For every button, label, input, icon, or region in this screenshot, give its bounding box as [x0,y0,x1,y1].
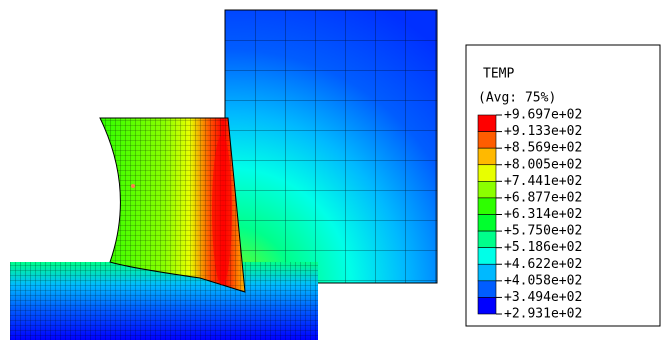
legend-label: +7.441e+02 [504,174,582,189]
legend-box [465,44,661,327]
legend-label: +4.058e+02 [504,273,582,288]
legend-swatch [477,181,497,199]
legend-label: +6.877e+02 [504,190,582,205]
legend-swatch [477,263,497,282]
legend-swatch [477,197,497,215]
legend-label: +6.314e+02 [504,207,582,222]
legend-label: +8.005e+02 [504,157,582,172]
legend-swatch [477,230,497,248]
marker [131,184,135,188]
legend-swatch [477,114,497,132]
legend-swatch [477,280,497,298]
legend-swatch [477,147,497,166]
legend-subtitle: (Avg: 75%) [478,91,556,106]
legend-swatch [477,297,497,315]
weld-body-mesh [99,117,246,293]
legend-swatch [477,164,497,182]
base-plate-mesh [10,262,318,340]
hot-zone [212,135,232,285]
legend-swatch [477,214,497,232]
legend: +9.697e+02+9.133e+02 +8.569e+02+8.005e+02… [477,108,582,322]
legend-swatch [477,247,497,265]
legend-label: +2.931e+02 [504,307,582,322]
legend-label: +5.750e+02 [504,224,582,239]
mesh-model [10,9,438,340]
legend-title: TEMP [483,67,514,82]
legend-label: +9.697e+02 [504,108,582,123]
upper-plate-mesh [225,10,437,283]
legend-swatch [477,131,497,149]
legend-label: +8.569e+02 [504,141,582,156]
legend-label: +4.622e+02 [504,257,582,272]
legend-label: +9.133e+02 [504,124,582,139]
legend-label: +5.186e+02 [504,240,582,255]
legend-label: +3.494e+02 [504,290,582,305]
